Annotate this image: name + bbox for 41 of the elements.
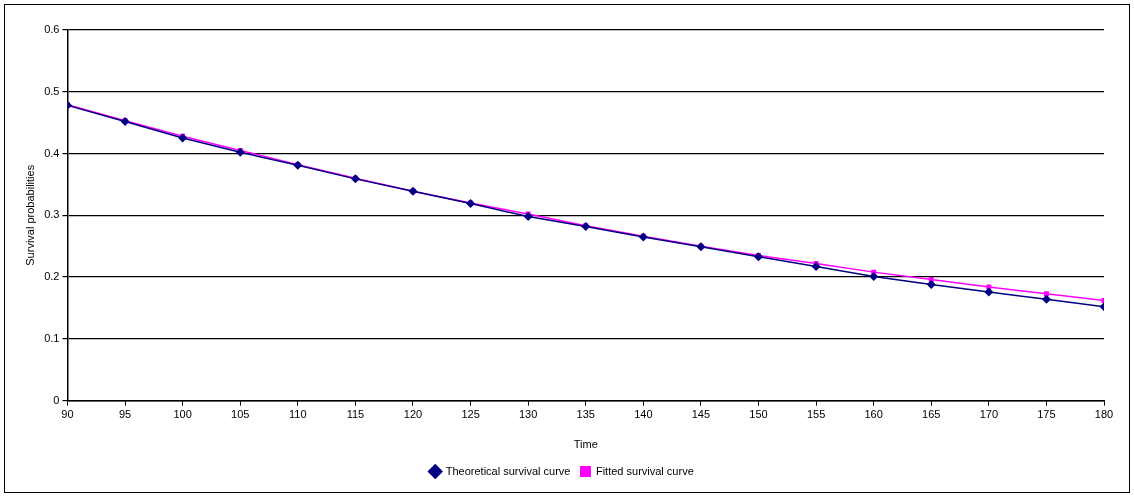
x-tick-label: 110 — [289, 408, 307, 421]
y-axis-title: Survival probabilities — [23, 164, 36, 266]
point — [1041, 294, 1051, 304]
point — [984, 287, 994, 297]
y-tick-label: 0.3 — [44, 208, 60, 221]
y-tick-label: 0.1 — [44, 331, 60, 344]
x-tick-label: 135 — [576, 408, 595, 421]
x-axis-title: Time — [573, 438, 598, 451]
point — [1043, 291, 1049, 297]
x-tick-label: 165 — [922, 408, 941, 421]
x-tick-label: 150 — [749, 408, 768, 421]
x-tick-label: 155 — [806, 408, 826, 421]
point — [754, 252, 763, 262]
y-tick-label: 0.5 — [44, 84, 60, 97]
legend-label: Theoretical survival curve — [445, 464, 571, 477]
point — [235, 147, 245, 157]
x-tick-label: 90 — [61, 408, 74, 421]
x-tick-label: 125 — [461, 408, 480, 421]
x-tick-label: 130 — [518, 408, 538, 421]
x-tick-label: 105 — [231, 408, 250, 421]
x-tick-label: 140 — [634, 408, 653, 421]
point — [926, 279, 936, 289]
point — [178, 133, 188, 143]
y-tick-label: 0 — [53, 393, 60, 406]
point — [869, 271, 879, 281]
y-tick-label: 0.6 — [44, 23, 60, 36]
y-tick-label: 0.2 — [44, 270, 60, 283]
x-tick-label: 100 — [173, 408, 192, 421]
point — [523, 212, 533, 222]
x-tick-label: 95 — [118, 408, 132, 421]
x-tick-label: 145 — [691, 408, 711, 421]
legend-label: Fitted survival curve — [595, 464, 694, 477]
point — [986, 284, 992, 290]
x-tick-label: 180 — [1094, 408, 1114, 421]
y-tick-label: 0.4 — [44, 146, 60, 159]
x-tick-label: 115 — [346, 408, 365, 421]
point — [811, 262, 821, 272]
x-tick-label: 170 — [979, 408, 999, 421]
x-tick-label: 160 — [864, 408, 883, 421]
x-tick-label: 120 — [403, 408, 423, 421]
x-tick-label: 175 — [1037, 408, 1056, 421]
